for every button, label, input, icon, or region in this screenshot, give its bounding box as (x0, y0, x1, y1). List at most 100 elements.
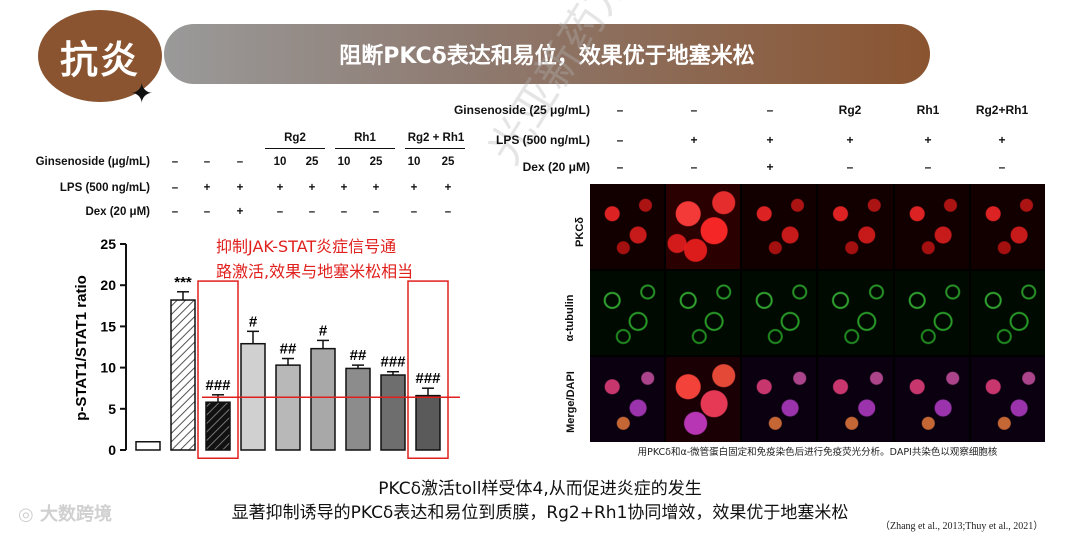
left-table-cell: – (236, 156, 244, 168)
bar (380, 374, 406, 451)
left-table-cell: + (410, 182, 418, 194)
significance-label: ### (415, 370, 441, 387)
left-table-cell: + (444, 182, 452, 194)
left-table-cell: – (308, 206, 316, 218)
right-table-cell: + (924, 133, 932, 147)
highlight-box (197, 280, 239, 459)
reference-citation: （Zhang et al., 2013;Thuy et al., 2021） (880, 521, 1044, 532)
right-table-cell: + (690, 133, 698, 147)
left-table-cell: 25 (369, 156, 383, 168)
left-table-cell: 10 (273, 156, 287, 168)
summary-line-2: 显著抑制诱导的PKCδ表达和易位到质膜，Rg2+Rh1协同增效，效果优于地塞米松 (231, 503, 849, 523)
left-table-cell: – (410, 206, 418, 218)
bar (415, 394, 441, 451)
right-table-cell: – (998, 160, 1006, 174)
left-table-cell: + (236, 182, 244, 194)
significance-label: # (319, 322, 328, 339)
right-table-cell: – (616, 103, 624, 117)
micrograph-cell (894, 357, 969, 442)
micrograph-cell (742, 184, 817, 269)
right-table-cell: + (846, 133, 854, 147)
right-row-label: Dex (20 μM) (522, 160, 590, 174)
significance-label: ### (380, 354, 406, 371)
group-header-rg2rh1: Rg2 + Rh1 (407, 132, 465, 144)
right-table-cell: – (766, 103, 774, 117)
right-table-cell: – (616, 160, 624, 174)
right-table-cell: + (766, 133, 774, 147)
title-banner: 阻断PKCδ表达和易位，效果优于地塞米松 (164, 24, 930, 84)
micrograph-cell (742, 357, 817, 442)
right-table-cell: + (998, 133, 1006, 147)
right-table-cell: – (924, 160, 932, 174)
right-table-cell: Rh1 (916, 103, 940, 117)
y-axis-label: p-STAT1/STAT1 ratio (73, 275, 90, 421)
y-tick-label: 10 (100, 360, 116, 376)
group-underline (265, 148, 325, 149)
watermark-icon: ◎ (18, 504, 40, 525)
row-label-tubulin: α-tubulin (564, 294, 576, 342)
bar (310, 347, 336, 451)
right-table-cell: – (690, 160, 698, 174)
left-table-cell: 10 (337, 156, 351, 168)
right-row-label: Ginsenoside (25 μg/mL) (453, 103, 590, 117)
highlight-box (407, 280, 449, 459)
bar (275, 364, 301, 451)
bar (135, 441, 161, 451)
micrograph-cell (742, 270, 817, 356)
summary-line-1: PKCδ激活toll样受体4,从而促进炎症的发生 (378, 479, 702, 499)
watermark-logo: ◎ 大数跨境 (18, 500, 112, 526)
bar (170, 299, 196, 451)
left-table-cell: + (236, 206, 244, 218)
group-underline (335, 148, 395, 149)
micrograph-cell (666, 357, 741, 442)
left-row-label: LPS (500 ng/mL) (59, 182, 150, 194)
group-underline (405, 148, 465, 149)
y-tick-label: 0 (108, 442, 116, 458)
significance-label: *** (174, 274, 192, 291)
micrograph-cell (818, 184, 893, 269)
micrograph-cell (894, 270, 969, 356)
y-tick-label: 5 (108, 401, 116, 417)
y-tick-label: 15 (100, 318, 116, 334)
micrograph-cell (970, 184, 1045, 269)
left-table-cell: – (171, 182, 179, 194)
row-label-pkcd: PKCδ (574, 217, 586, 247)
callout-line-2: 路激活,效果与地塞米松相当 (216, 262, 414, 281)
left-table-cell: – (372, 206, 380, 218)
right-table-cell: + (766, 160, 774, 174)
right-table-cell: Rg2 (838, 103, 862, 117)
left-treatment-table: Rg2 Rh1 Rg2 + Rh1 Ginsenoside (μg/mL) – – –… (0, 130, 560, 225)
micrograph-cell (666, 184, 741, 269)
right-table-cell: Rg2+Rh1 (975, 103, 1029, 117)
right-row-label: LPS (500 ng/mL) (495, 133, 590, 147)
significance-label: ## (280, 341, 297, 358)
micrograph-cell (818, 270, 893, 356)
left-table-cell: – (340, 206, 348, 218)
left-row-label: Ginsenoside (μg/mL) (35, 156, 150, 168)
y-tick-label: 20 (100, 277, 116, 293)
micrograph-cell (666, 270, 741, 356)
immunofluorescence-grid (590, 184, 1045, 442)
right-table-cell: – (690, 103, 698, 117)
group-header-rg2: Rg2 (284, 132, 306, 144)
left-table-cell: + (203, 182, 211, 194)
y-tick-label: 25 (100, 236, 116, 252)
left-table-cell: – (171, 206, 179, 218)
bar (345, 367, 371, 451)
right-table-cell: – (846, 160, 854, 174)
watermark-text: 大数跨境 (39, 504, 112, 525)
callout-text: 抑制JAK-STAT炎症信号通 路激活,效果与地塞米松相当 (216, 234, 413, 284)
left-table-cell: + (276, 182, 284, 194)
micrograph-cell (590, 357, 665, 442)
significance-label: ## (350, 347, 367, 364)
left-table-cell: – (203, 206, 211, 218)
left-table-cell: + (372, 182, 380, 194)
micrograph-cell (970, 357, 1045, 442)
left-table-cell: – (444, 206, 452, 218)
micrograph-cell (590, 270, 665, 356)
significance-label: ### (205, 377, 231, 394)
left-table-cell: 10 (407, 156, 421, 168)
significance-label: # (249, 313, 258, 330)
micrograph-cell (970, 270, 1045, 356)
